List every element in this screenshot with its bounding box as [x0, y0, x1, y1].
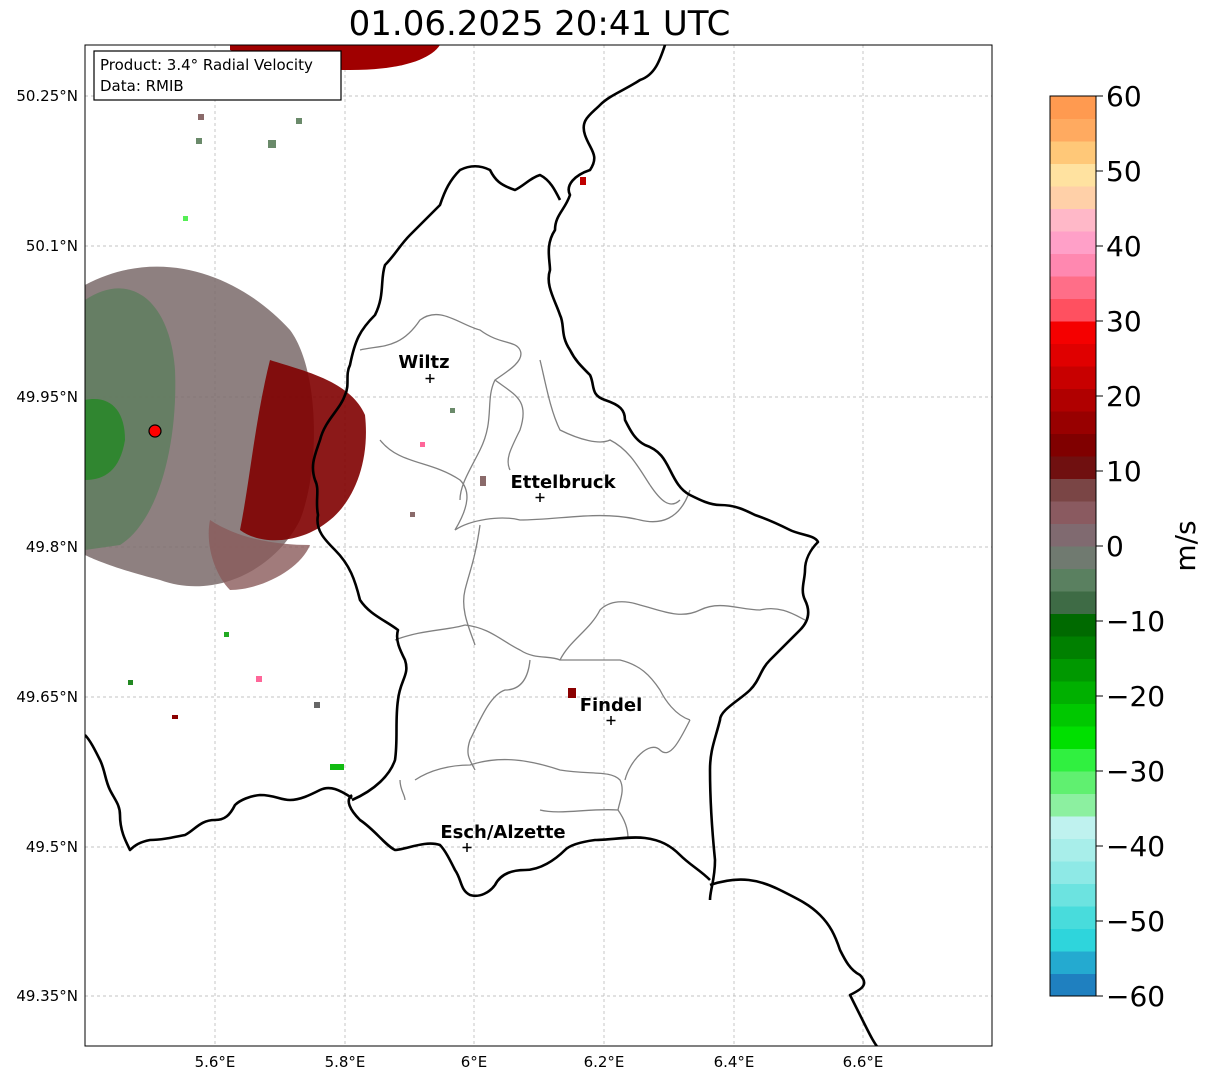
- lat-tick-label: 50.25°N: [16, 87, 78, 105]
- colorbar-ticks: 60 50 40 30 20 10 0 −10 −20 −30 −40 −50 −60: [1096, 80, 1165, 1013]
- colorbar-segment: [1050, 883, 1096, 907]
- lon-tick-label: 6.6°E: [843, 1053, 884, 1071]
- colorbar-segment: [1050, 816, 1096, 839]
- lon-axis: 5.6°E 5.8°E 6°E 6.2°E 6.4°E 6.6°E: [195, 1053, 884, 1071]
- lon-tick-label: 6°E: [461, 1053, 488, 1071]
- radar-site-marker: [148, 424, 162, 438]
- colorbar-tick-label: −20: [1106, 680, 1165, 713]
- colorbar-tick-label: −30: [1106, 755, 1165, 788]
- colorbar-segment: [1050, 546, 1096, 569]
- lat-tick-label: 49.65°N: [16, 688, 78, 706]
- lon-tick-label: 5.8°E: [325, 1053, 366, 1071]
- colorbar-unit-label: m/s: [1169, 520, 1202, 571]
- info-product: Product: 3.4° Radial Velocity: [100, 56, 313, 74]
- colorbar-segment: [1050, 771, 1096, 794]
- colorbar-segment: [1050, 186, 1096, 209]
- colorbar-tick-label: −40: [1106, 830, 1165, 863]
- colorbar-segment: [1050, 928, 1096, 952]
- colorbar-segment: [1050, 96, 1096, 119]
- colorbar-segment: [1050, 433, 1096, 457]
- colorbar-segment: [1050, 703, 1096, 727]
- colorbar-segment: [1050, 793, 1096, 817]
- lat-axis: 50.25°N 50.1°N 49.95°N 49.8°N 49.65°N 49…: [16, 87, 78, 1005]
- map-title: 01.06.2025 20:41 UTC: [348, 4, 731, 44]
- plot-frame: [84, 44, 993, 1047]
- colorbar-segment: [1050, 141, 1096, 164]
- colorbar-tick-label: 30: [1106, 305, 1142, 338]
- city-ettelbruck: Ettelbruck: [510, 472, 617, 502]
- colorbar-segment: [1050, 388, 1096, 412]
- colorbar-segment: [1050, 366, 1096, 389]
- lat-tick-label: 50.1°N: [26, 237, 78, 255]
- colorbar-segment: [1050, 726, 1096, 749]
- city-label: Esch/Alzette: [440, 822, 565, 843]
- lat-tick-label: 49.35°N: [16, 987, 78, 1005]
- colorbar-tick-label: 50: [1106, 155, 1142, 188]
- colorbar-segment: [1050, 591, 1096, 614]
- info-box: Product: 3.4° Radial Velocity Data: RMIB: [93, 50, 342, 101]
- lat-tick-label: 49.95°N: [16, 388, 78, 406]
- colorbar-segment: [1050, 658, 1096, 682]
- colorbar-tick-label: −50: [1106, 905, 1165, 938]
- colorbar-segment: [1050, 906, 1096, 929]
- colorbar-segment: [1050, 253, 1096, 277]
- city-markers: Wiltz Ettelbruck Findel Esch/Alzette: [398, 352, 642, 852]
- city-wiltz: Wiltz: [398, 352, 450, 383]
- colorbar-segment: [1050, 231, 1096, 254]
- colorbar-segment: [1050, 838, 1096, 862]
- colorbar-segment: [1050, 298, 1096, 322]
- lon-tick-label: 5.6°E: [195, 1053, 236, 1071]
- canton-boundaries: [359, 313, 806, 839]
- colorbar-tick-label: 40: [1106, 230, 1142, 263]
- colorbar-segment: [1050, 568, 1096, 592]
- colorbar-tick-label: 10: [1106, 455, 1142, 488]
- colorbar-tick-label: 0: [1106, 530, 1124, 563]
- colorbar-segment: [1050, 861, 1096, 884]
- national-borders: [85, 45, 879, 1046]
- colorbar-tick-label: 20: [1106, 380, 1142, 413]
- city-label: Ettelbruck: [510, 472, 616, 493]
- colorbar-segment: [1050, 748, 1096, 772]
- city-esch-alzette: Esch/Alzette: [440, 822, 566, 852]
- colorbar-tick-label: 60: [1106, 80, 1142, 113]
- lon-tick-label: 6.4°E: [714, 1053, 755, 1071]
- colorbar-segment: [1050, 636, 1096, 659]
- colorbar-segment: [1050, 501, 1096, 524]
- colorbar-segment: [1050, 613, 1096, 637]
- colorbar-segment: [1050, 456, 1096, 479]
- city-label: Wiltz: [398, 352, 449, 373]
- colorbar-segment: [1050, 163, 1096, 187]
- city-findel: Findel: [580, 695, 643, 725]
- info-data-source: Data: RMIB: [100, 77, 184, 95]
- colorbar-segment: [1050, 118, 1096, 142]
- colorbar-segment: [1050, 681, 1096, 704]
- colorbar-segment: [1050, 411, 1096, 434]
- colorbar-tick-label: −60: [1106, 980, 1165, 1013]
- colorbar-segment: [1050, 208, 1096, 232]
- colorbar-segment: [1050, 973, 1096, 997]
- lat-tick-label: 49.8°N: [26, 538, 78, 556]
- colorbar-segment: [1050, 276, 1096, 299]
- colorbar-segment: [1050, 951, 1096, 974]
- city-label: Findel: [580, 695, 643, 716]
- lon-tick-label: 6.2°E: [584, 1053, 625, 1071]
- colorbar-segment: [1050, 478, 1096, 502]
- colorbar-tick-label: −10: [1106, 605, 1165, 638]
- colorbar-segment: [1050, 343, 1096, 367]
- colorbar-segments: [1050, 96, 1096, 997]
- colorbar-segment: [1050, 321, 1096, 344]
- lat-tick-label: 49.5°N: [26, 838, 78, 856]
- colorbar-segment: [1050, 523, 1096, 547]
